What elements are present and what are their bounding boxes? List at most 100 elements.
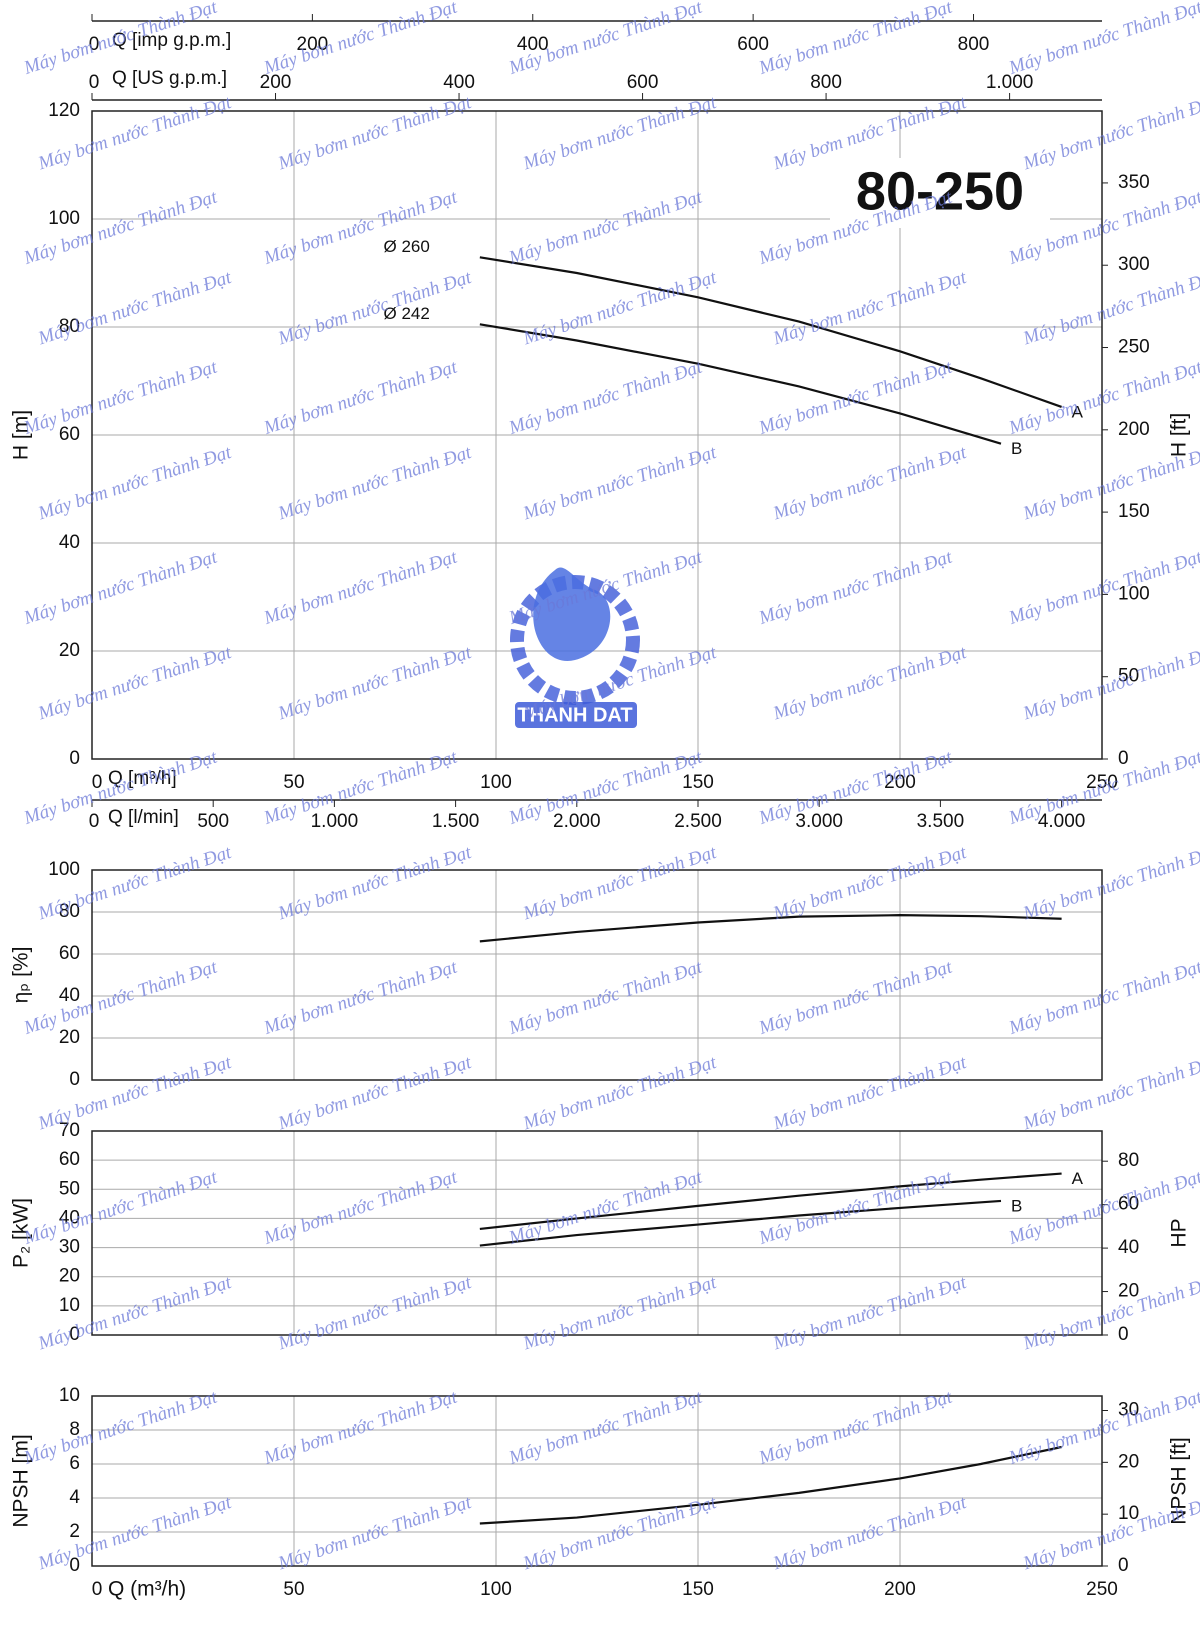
x-tick-label: 200 — [884, 772, 916, 793]
y-tick-label: 60 — [59, 943, 80, 964]
watermark: Máy bơm nước Thành Đạt — [520, 267, 720, 350]
watermark: Máy bơm nước Thành Đạt — [520, 1492, 720, 1575]
curve-label: B — [1011, 439, 1022, 458]
y2-tick-label: 0 — [1118, 1324, 1129, 1345]
y-tick-label: 60 — [59, 1149, 80, 1170]
y-axis-title: ηₚ [%] — [10, 947, 33, 1004]
watermark: Máy bơm nước Thành Đạt — [1020, 842, 1200, 925]
axis-title: Q [imp g.p.m.] — [112, 30, 231, 51]
watermark: Máy bơm nước Thành Đạt — [260, 186, 460, 269]
y2-axis-title: HP — [1168, 1218, 1191, 1247]
curve — [479, 914, 1062, 943]
watermark: Máy bơm nước Thành Đạt — [755, 0, 955, 79]
watermark: Máy bơm nước Thành Đạt — [35, 1492, 235, 1575]
plot-frame — [91, 110, 1103, 760]
y2-axis-title: H [ft] — [1168, 413, 1191, 457]
y-tick-label: 4 — [69, 1487, 80, 1508]
watermark: Máy bơm nước Thành Đạt — [20, 1166, 220, 1249]
watermark: Máy bơm nước Thành Đạt — [260, 546, 460, 629]
axis-tick-label: 600 — [627, 72, 659, 93]
logo: THANH DAT — [510, 567, 640, 728]
axis-tick-label: 0 — [89, 811, 100, 832]
y-axis-title: NPSH [m] — [10, 1434, 33, 1527]
plot-frame — [91, 1130, 1103, 1336]
y2-tick-label: 0 — [1118, 1555, 1129, 1576]
watermark: Máy bơm nước Thành Đạt — [1020, 92, 1200, 175]
y2-tick-label: 40 — [1118, 1237, 1139, 1258]
axis-tick-label: 200 — [297, 34, 329, 55]
watermark: Máy bơm nước Thành Đạt — [1020, 642, 1200, 725]
plot-frame — [91, 1395, 1103, 1567]
y2-tick-label: 60 — [1118, 1194, 1139, 1215]
axis-tick-label: 1.000 — [986, 72, 1034, 93]
curve-size-label: Ø 260 — [384, 237, 430, 256]
y2-tick-label: 150 — [1118, 501, 1150, 522]
y2-tick-label: 200 — [1118, 419, 1150, 440]
watermark: Máy bơm nước Thành Đạt — [35, 1052, 235, 1135]
y-tick-label: 100 — [48, 208, 80, 229]
axis-tick-label: 1.500 — [432, 811, 480, 832]
axis-tick-label: 400 — [443, 72, 475, 93]
y-tick-label: 10 — [59, 1385, 80, 1406]
y-tick-label: 20 — [59, 1027, 80, 1048]
axis-title: Q [US g.p.m.] — [112, 68, 227, 89]
title-bg — [830, 158, 1050, 228]
axis-tick-label: 800 — [958, 34, 990, 55]
watermark: Máy bơm nước Thành Đạt — [20, 356, 220, 439]
watermark: Máy bơm nước Thành Đạt — [1020, 442, 1200, 525]
x-axis-title: Q (m³/h) — [108, 1578, 186, 1601]
axis-tick-label: 400 — [517, 34, 549, 55]
watermark: Máy bơm nước Thành Đạt — [35, 267, 235, 350]
watermark: Máy bơm nước Thành Đạt — [505, 356, 705, 439]
watermark: Máy bơm nước Thành Đạt — [275, 1052, 475, 1135]
y-axis-title: P₂ [kW] — [10, 1198, 33, 1268]
watermark: Máy bơm nước Thành Đạt — [275, 1272, 475, 1355]
y-tick-label: 40 — [59, 1207, 80, 1228]
watermark: Máy bơm nước Thành Đạt — [275, 267, 475, 350]
panel: 0 10 20 30 40 50 60 70 P₂ [kW] 0 20 40 60 80 HP A B — [10, 1120, 1191, 1345]
curve — [479, 1172, 1062, 1231]
watermark: Máy bơm nước Thành Đạt — [770, 442, 970, 525]
watermark: Máy bơm nước Thành Đạt — [260, 0, 460, 79]
x-axis-title: Q [m³/h] — [108, 768, 177, 789]
curve-label: A — [1072, 1169, 1084, 1188]
y2-tick-label: 100 — [1118, 583, 1150, 604]
watermark: Máy bơm nước Thành Đạt — [520, 92, 720, 175]
watermark: Máy bơm nước Thành Đạt — [1020, 267, 1200, 350]
watermark: Máy bơm nước Thành Đạt — [505, 956, 705, 1039]
watermark: Máy bơm nước Thành Đạt — [755, 356, 955, 439]
curve-size-label: Ø 242 — [384, 304, 430, 323]
axis-tick-label: 4.000 — [1038, 811, 1086, 832]
curve — [479, 1199, 1002, 1247]
y2-tick-label: 250 — [1118, 337, 1150, 358]
axis-tick-label: 800 — [810, 72, 842, 93]
watermark: Máy bơm nước Thành Đạt — [505, 186, 705, 269]
y-tick-label: 8 — [69, 1419, 80, 1440]
watermark: Máy bơm nước Thành Đạt — [505, 1386, 705, 1469]
axis-tick-label: 0 — [89, 72, 100, 93]
watermark: Máy bơm nước Thành Đạt — [260, 356, 460, 439]
y-tick-label: 80 — [59, 901, 80, 922]
y-tick-label: 10 — [59, 1295, 80, 1316]
axis-title: Q [l/min] — [108, 807, 179, 828]
watermark: Máy bơm nước Thành Đạt — [770, 1052, 970, 1135]
watermark: Máy bơm nước Thành Đạt — [35, 442, 235, 525]
x-tick-label: 100 — [480, 772, 512, 793]
axis-tick-label: 0 — [89, 34, 100, 55]
watermark: Máy bơm nước Thành Đạt — [20, 956, 220, 1039]
curve-label: B — [1011, 1196, 1022, 1215]
logo-text: THANH DAT — [517, 704, 632, 726]
curve — [479, 1445, 1062, 1525]
watermark: Máy bơm nước Thành Đạt — [520, 1052, 720, 1135]
y-tick-label: 20 — [59, 640, 80, 661]
watermark: Máy bơm nước Thành Đạt — [260, 1386, 460, 1469]
watermark: Máy bơm nước Thành Đạt — [755, 1386, 955, 1469]
y2-tick-label: 50 — [1118, 666, 1139, 687]
y2-axis-title: NPSH [ft] — [1168, 1437, 1191, 1525]
watermark: Máy bơm nước Thành Đạt — [755, 1166, 955, 1249]
axis-tick-label: 600 — [737, 34, 769, 55]
watermark: Máy bơm nước Thành Đạt — [770, 1492, 970, 1575]
watermark: Máy bơm nước Thành Đạt — [260, 956, 460, 1039]
y-tick-label: 30 — [59, 1237, 80, 1258]
x-tick-label: 150 — [682, 772, 714, 793]
